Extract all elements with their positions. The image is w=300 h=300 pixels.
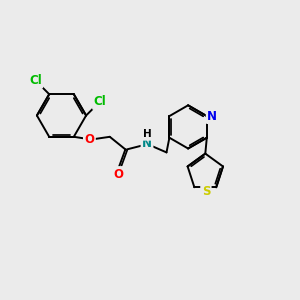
Text: Cl: Cl — [29, 74, 42, 87]
Text: S: S — [202, 185, 210, 198]
Text: O: O — [113, 167, 123, 181]
Text: H: H — [143, 129, 152, 140]
Text: Cl: Cl — [94, 95, 106, 109]
Text: N: N — [142, 137, 152, 150]
Text: O: O — [84, 133, 94, 146]
Text: N: N — [207, 110, 217, 123]
